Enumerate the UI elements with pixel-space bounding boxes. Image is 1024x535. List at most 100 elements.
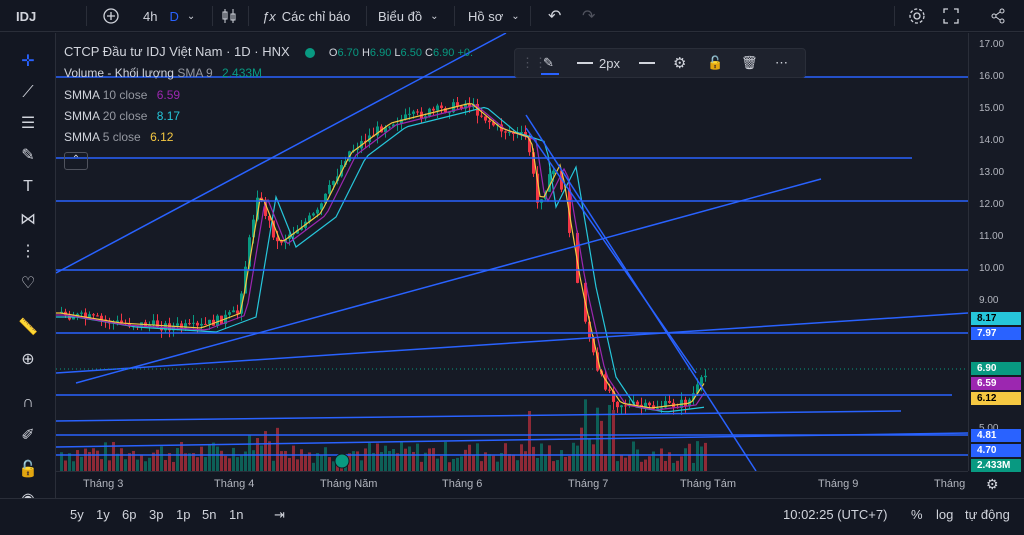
volume-bar xyxy=(300,449,303,471)
candles-icon[interactable] xyxy=(220,0,238,32)
interval-selector[interactable]: 4h D ⌄ xyxy=(143,0,195,32)
candle-body xyxy=(488,120,491,123)
volume-bar xyxy=(508,454,511,471)
range-6p[interactable]: 6p xyxy=(122,507,137,522)
range-1n[interactable]: 1n xyxy=(229,507,244,522)
candle-body xyxy=(296,229,299,234)
candle-body xyxy=(60,311,63,313)
indicators-button[interactable]: ƒx Các chỉ báo xyxy=(262,0,350,32)
volume-bar xyxy=(272,460,275,471)
settings-icon[interactable]: ⚙ xyxy=(673,55,687,72)
trash-icon[interactable]: 🗑 xyxy=(741,55,758,70)
heart-icon[interactable]: ♡ xyxy=(20,275,36,292)
candle-body xyxy=(208,319,211,324)
volume-bar xyxy=(264,431,267,471)
more-icon[interactable]: ⋯ xyxy=(775,55,788,70)
smma-20-legend[interactable]: SMMA 20 close 8.17 xyxy=(64,109,181,123)
undo-icon[interactable]: ↶ xyxy=(548,8,562,25)
line-price-label: 7.97 xyxy=(971,327,1021,340)
candle-body xyxy=(272,220,275,238)
volume-bar xyxy=(536,457,539,471)
time-axis[interactable]: Tháng 3 Tháng 4 Tháng Năm Tháng 6 Tháng … xyxy=(56,471,968,495)
time-tick: Tháng 7 xyxy=(568,478,609,490)
volume-bar xyxy=(468,444,471,471)
volume-bar xyxy=(124,459,127,471)
chart-layout-button[interactable]: Biểu đồ ⌄ xyxy=(378,0,438,32)
pencil-icon[interactable]: ✎ xyxy=(543,55,554,70)
volume-bar xyxy=(208,444,211,471)
percent-scale-toggle[interactable]: % xyxy=(911,507,923,522)
smma-10-legend[interactable]: SMMA 10 close 6.59 xyxy=(64,88,181,102)
volume-bar xyxy=(640,461,643,471)
candle-body xyxy=(332,181,335,185)
candle-body xyxy=(432,108,435,111)
candle-body xyxy=(448,112,451,114)
candle-body xyxy=(388,126,391,128)
text-icon[interactable]: T xyxy=(23,178,33,195)
range-1y[interactable]: 1y xyxy=(96,507,110,522)
zoom-in-icon[interactable]: ⊕ xyxy=(21,351,35,368)
function-icon: ƒx xyxy=(262,8,276,24)
range-3p[interactable]: 3p xyxy=(149,507,164,522)
volume-bar xyxy=(488,454,491,471)
chevron-down-icon: ⌄ xyxy=(186,10,196,22)
redo-icon[interactable]: ↷ xyxy=(582,8,596,25)
clock-timezone[interactable]: 10:02:25 (UTC+7) xyxy=(783,507,888,522)
volume-bar xyxy=(656,458,659,471)
candle-body xyxy=(196,322,199,326)
candle-body xyxy=(356,148,359,150)
price-axis[interactable]: 17.00 16.00 15.00 14.00 13.00 12.00 11.0… xyxy=(968,33,1024,472)
fullscreen-icon[interactable] xyxy=(943,0,959,32)
volume-bar xyxy=(644,459,647,471)
drawing-properties-toolbar: ⋮⋮ ✎ 2px ⚙ 🔓 🗑 ⋯ xyxy=(514,48,806,78)
profile-button[interactable]: Hồ sơ ⌄ xyxy=(468,0,520,32)
fib-lines-icon[interactable]: ☰ xyxy=(20,115,36,132)
volume-bar xyxy=(516,460,519,471)
range-5n[interactable]: 5n xyxy=(202,507,217,522)
share-icon[interactable] xyxy=(990,0,1006,32)
volume-bar xyxy=(116,453,119,471)
candle-body xyxy=(436,105,439,111)
volume-bar xyxy=(140,455,143,471)
volume-bar xyxy=(452,458,455,471)
candle-body xyxy=(404,114,407,120)
pattern-icon[interactable]: ⋈ xyxy=(20,211,36,228)
drag-handle-icon[interactable]: ⋮⋮ xyxy=(521,55,547,70)
date-range-icon[interactable]: ⇥ xyxy=(274,507,285,522)
volume-bar xyxy=(444,441,447,471)
volume-bar xyxy=(632,441,635,471)
line-width-label: 2px xyxy=(599,55,620,71)
forecast-icon[interactable]: ⋮ xyxy=(20,243,36,260)
settings-gear-icon[interactable] xyxy=(908,0,926,32)
range-5y[interactable]: 5y xyxy=(70,507,84,522)
line-style-button[interactable] xyxy=(639,54,655,72)
trend-line-icon[interactable]: ⟋ xyxy=(22,84,34,101)
collapse-legend-icon[interactable]: ⌃ xyxy=(64,152,88,170)
range-1p[interactable]: 1p xyxy=(176,507,191,522)
volume-bar xyxy=(420,461,423,471)
symbol-search[interactable]: IDJ xyxy=(16,0,36,32)
volume-bar xyxy=(544,454,547,471)
axis-settings-gear-icon[interactable]: ⚙ xyxy=(986,476,999,492)
log-scale-toggle[interactable]: log xyxy=(936,507,954,522)
magnet-icon[interactable]: ∩ xyxy=(22,394,34,411)
candle-body xyxy=(180,323,183,328)
candle-body xyxy=(232,310,235,313)
lock-draw-icon[interactable]: ✐ xyxy=(21,427,35,444)
candle-body xyxy=(592,337,595,353)
line-width-button[interactable]: 2px xyxy=(577,54,620,72)
smma-5-legend[interactable]: SMMA 5 close 6.12 xyxy=(64,130,174,144)
volume-legend[interactable]: Volume - Khối lượng SMA 9 2.433M xyxy=(64,66,262,80)
chevron-down-icon: ⌄ xyxy=(430,10,439,22)
volume-bar xyxy=(400,441,403,471)
lock-icon[interactable]: 🔓 xyxy=(707,55,724,70)
chart-pane[interactable] xyxy=(56,33,968,471)
ruler-icon[interactable]: 📏 xyxy=(18,319,38,336)
compare-add-icon[interactable] xyxy=(102,0,120,32)
crosshair-icon[interactable]: ✛ xyxy=(21,53,35,70)
volume-bar xyxy=(332,461,335,471)
auto-scale-toggle[interactable]: tự động xyxy=(965,507,1010,522)
lock-icon[interactable]: 🔓 xyxy=(18,461,38,478)
candle-body xyxy=(192,322,195,324)
brush-icon[interactable]: ✎ xyxy=(21,147,35,164)
